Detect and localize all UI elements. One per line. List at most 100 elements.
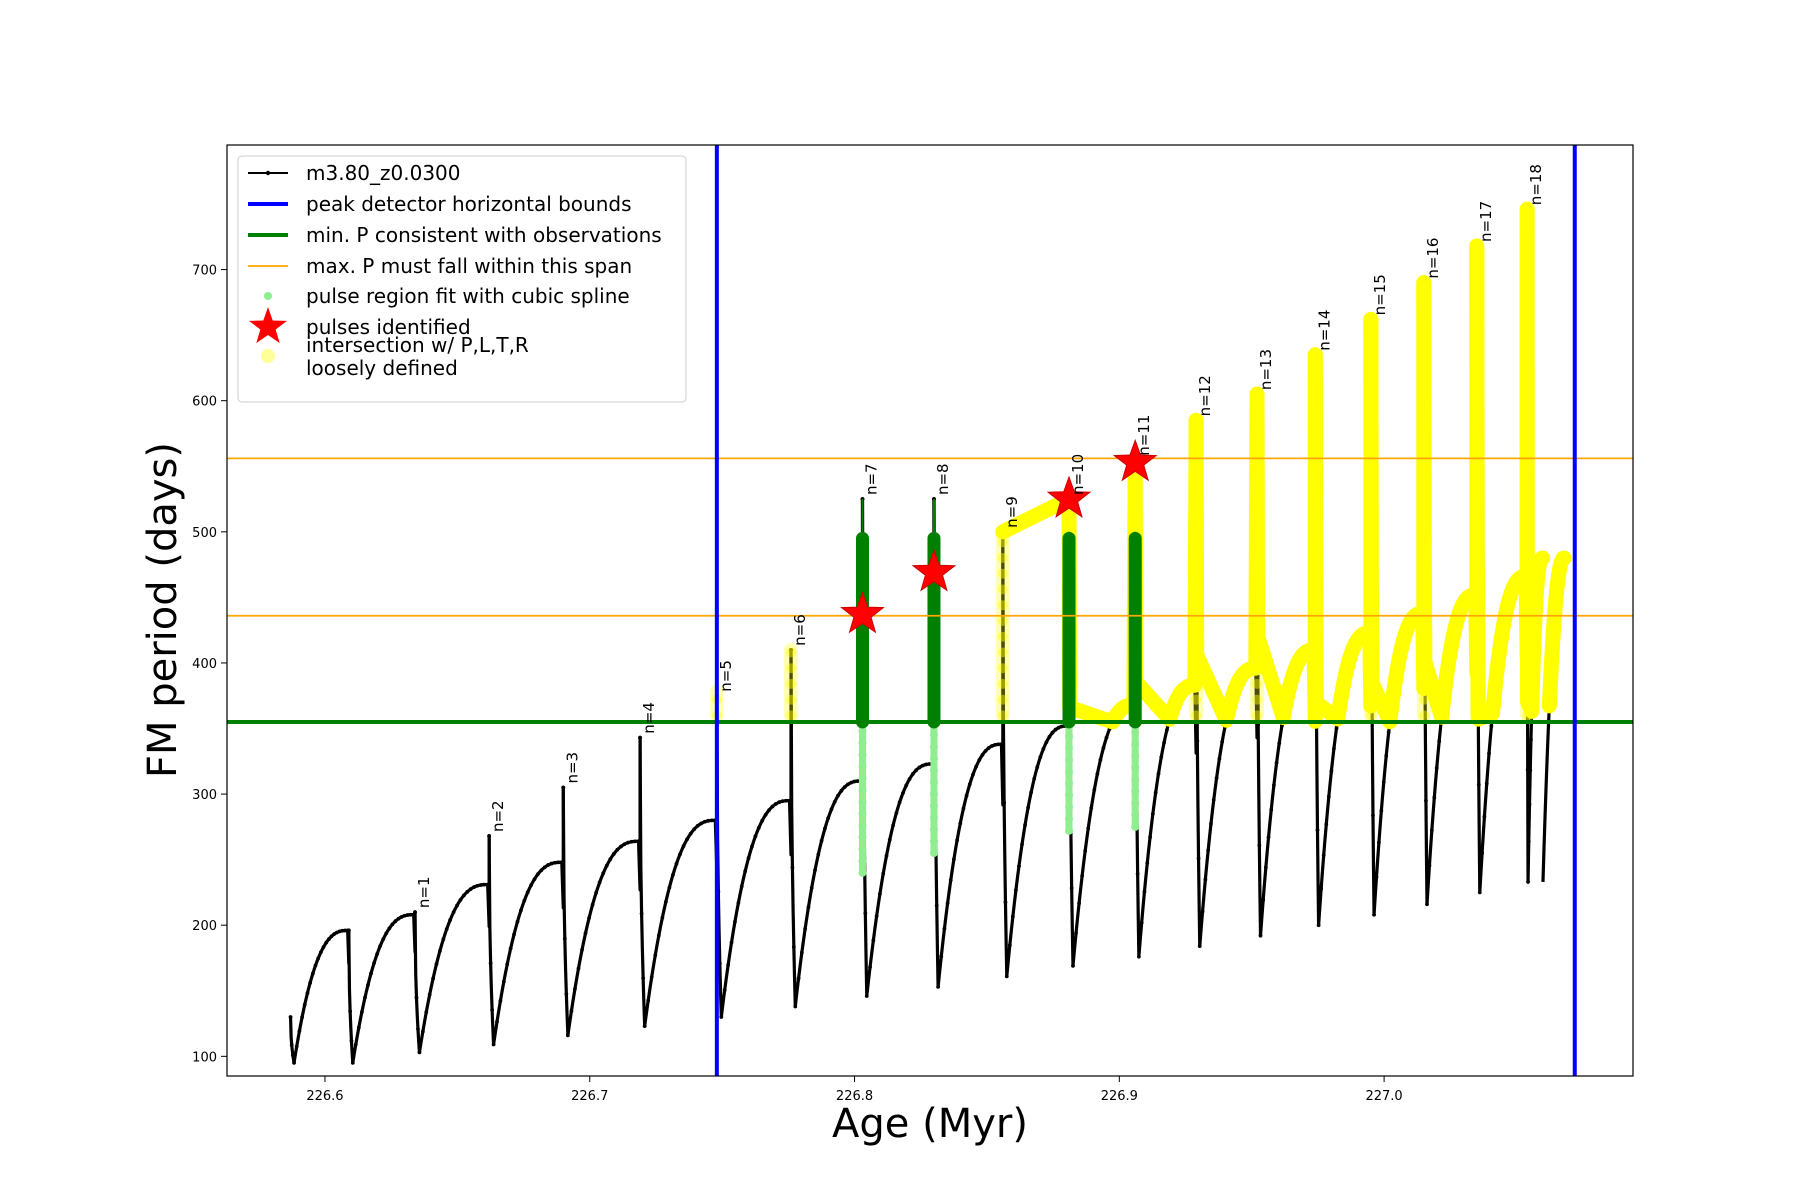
loose-point — [1191, 615, 1202, 626]
loose-point — [1365, 663, 1376, 674]
loose-point — [997, 663, 1008, 674]
loose-point — [1418, 490, 1429, 501]
track-point — [343, 928, 347, 933]
track-point — [753, 834, 758, 839]
track-point — [780, 799, 785, 804]
track-point — [868, 965, 872, 969]
track-point — [1326, 794, 1331, 799]
loose-point — [1310, 647, 1321, 658]
y-axis-title: FM period (days) — [140, 442, 186, 778]
pulse-label: n=9 — [1003, 496, 1021, 528]
track-point — [706, 818, 711, 823]
track-point — [1156, 771, 1161, 776]
track-point — [451, 910, 456, 915]
track-point — [849, 780, 854, 785]
loose-point — [1522, 710, 1533, 721]
loose-point — [1365, 647, 1376, 658]
loose-point — [1418, 458, 1429, 469]
track-point — [384, 931, 389, 936]
track-point — [1148, 835, 1152, 840]
spline-point — [1131, 787, 1140, 796]
track-point — [431, 976, 435, 981]
track-point — [565, 1033, 570, 1038]
track-point — [1074, 931, 1078, 936]
loose-point — [1471, 600, 1482, 611]
legend-label: min. P consistent with observations — [306, 223, 662, 247]
track-point — [1321, 853, 1326, 858]
track-point — [475, 883, 480, 888]
track-point — [310, 971, 315, 976]
loose-point — [1365, 600, 1376, 611]
spline-point — [858, 727, 867, 736]
track-point — [964, 793, 969, 798]
track-point — [468, 887, 473, 892]
loose-point — [1522, 474, 1533, 485]
track-point — [1010, 914, 1015, 919]
track-point — [1372, 912, 1376, 917]
loose-point — [1471, 458, 1482, 469]
track-point — [1526, 880, 1530, 884]
legend-label-line: pulse region fit with cubic spline — [306, 284, 630, 308]
loose-point — [1471, 521, 1482, 532]
pulse-label: n=14 — [1315, 310, 1333, 351]
track-point — [326, 937, 331, 941]
track-point — [678, 852, 682, 857]
track-point — [289, 1043, 294, 1047]
track-point — [472, 885, 476, 890]
track-point — [482, 882, 487, 887]
track-point — [576, 966, 581, 971]
loose-point — [1191, 600, 1202, 611]
loose-point — [1252, 568, 1263, 579]
pulse-label: n=12 — [1196, 375, 1214, 416]
track-point — [907, 777, 912, 781]
x-tick-label: 227.0 — [1365, 1089, 1402, 1104]
loose-point — [1365, 537, 1376, 548]
loose-point — [1365, 584, 1376, 595]
loose-point — [785, 647, 796, 658]
track-point — [1432, 795, 1437, 800]
pulse-label: n=6 — [791, 614, 809, 646]
loose-point — [1471, 694, 1482, 705]
track-point — [777, 800, 782, 805]
track-point — [488, 961, 493, 966]
pulse-star — [840, 590, 885, 634]
spline-point — [858, 762, 867, 771]
loose-point — [1130, 511, 1141, 522]
track-point — [1150, 811, 1155, 816]
track-point — [1386, 730, 1391, 735]
legend-label: intersection w/ P,L,T,R loosely defined — [306, 333, 529, 380]
loose-point — [1310, 505, 1321, 516]
loose-point — [1522, 631, 1533, 642]
track-point — [692, 827, 697, 832]
track-point — [1032, 776, 1037, 781]
track-point — [736, 901, 741, 905]
track-point — [1425, 902, 1429, 907]
track-point — [529, 883, 533, 888]
track-point — [1003, 900, 1008, 905]
loose-point — [785, 694, 796, 705]
track-point — [945, 901, 950, 906]
track-point — [390, 922, 395, 927]
track-point — [948, 878, 953, 882]
legend-label: max. P must fall within this span — [306, 254, 632, 278]
track-point — [1159, 755, 1164, 760]
loose-point — [785, 663, 796, 674]
pulse-label: n=5 — [717, 660, 735, 692]
track-point — [1086, 826, 1091, 831]
pulse-label: n=17 — [1477, 201, 1495, 242]
track-point — [444, 927, 449, 931]
track-point — [353, 1042, 358, 1047]
track-point — [791, 945, 796, 949]
track-point — [626, 840, 630, 845]
loose-point — [1418, 537, 1429, 548]
legend-marker-dot — [261, 349, 275, 363]
track-point — [1035, 765, 1040, 770]
track-point — [478, 883, 483, 887]
track-point — [1053, 727, 1058, 732]
track-point — [974, 764, 979, 769]
track-point — [1329, 769, 1334, 774]
track-point — [803, 926, 808, 931]
x-tick-label: 226.6 — [306, 1089, 343, 1104]
track-point — [977, 758, 982, 762]
track-point — [685, 837, 689, 842]
